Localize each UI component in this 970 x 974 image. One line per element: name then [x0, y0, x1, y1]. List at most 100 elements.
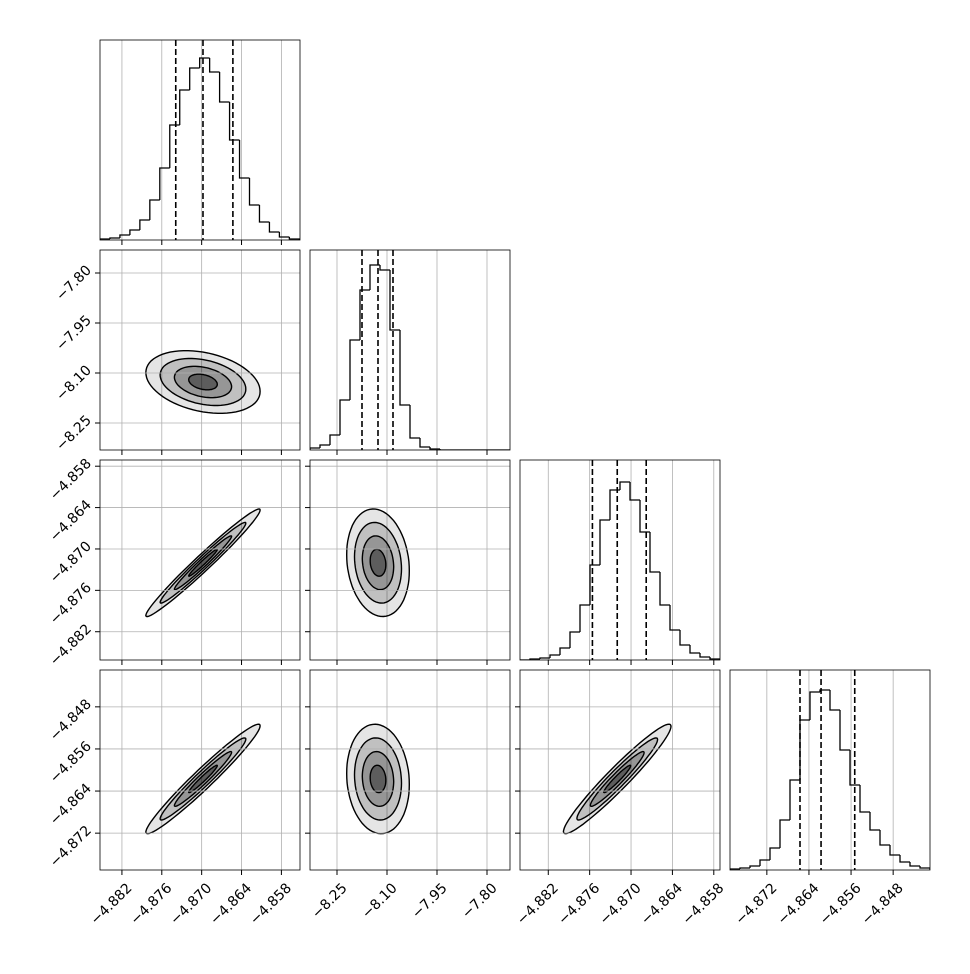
histogram-bin	[319, 444, 330, 448]
histogram-bin	[579, 604, 590, 632]
histogram-bin	[709, 657, 720, 660]
density-level	[187, 548, 219, 577]
y-tick-label: −7.95	[53, 313, 95, 355]
y-tick-label: −4.848	[47, 696, 95, 744]
x-tick-label: −4.876	[555, 880, 603, 928]
histogram-bin	[159, 167, 170, 200]
histogram-bin	[329, 434, 340, 445]
x-tick-label: −4.856	[817, 880, 865, 928]
histogram-bin	[569, 631, 580, 648]
density-level	[187, 764, 219, 794]
density-level	[173, 365, 233, 399]
histogram-bin	[549, 654, 560, 658]
histogram-bin	[359, 289, 370, 340]
histogram-bin	[829, 690, 840, 711]
histogram-bin	[439, 449, 450, 450]
density-contour	[145, 508, 261, 618]
y-tick-label: −4.870	[47, 538, 95, 586]
histogram-bin	[268, 222, 280, 233]
histogram-bin	[179, 89, 190, 125]
histogram-bin	[649, 532, 660, 573]
histogram-bin	[879, 830, 890, 846]
y-tick-label: −7.80	[53, 263, 95, 305]
histogram-bin	[779, 819, 790, 848]
x-tick-label: −8.10	[359, 880, 401, 922]
histogram-bin	[310, 447, 320, 450]
histogram-bin	[379, 265, 390, 271]
density-level	[159, 521, 247, 604]
histogram-bin	[278, 232, 290, 238]
histogram-bin	[909, 862, 920, 867]
histogram-bin	[849, 750, 860, 786]
panel	[145, 508, 261, 618]
histogram-bin	[258, 205, 270, 223]
x-tick-label: −4.848	[859, 880, 907, 928]
panel	[310, 250, 510, 450]
y-tick-label: −4.882	[47, 621, 95, 669]
y-tick-label: −8.10	[53, 363, 95, 405]
panel	[345, 508, 411, 618]
histogram-bin	[189, 67, 200, 90]
x-tick-label: −4.870	[597, 880, 645, 928]
histogram-bin	[589, 564, 600, 605]
density-level	[145, 350, 261, 414]
histogram-bin	[339, 399, 350, 435]
x-tick-label: −7.95	[409, 880, 451, 922]
histogram-bin	[899, 855, 910, 863]
histogram-bin	[859, 785, 870, 813]
panel	[345, 723, 411, 835]
density-level	[187, 373, 219, 391]
y-tick-label: −4.858	[47, 456, 95, 504]
panel	[100, 40, 300, 240]
histogram-bin	[288, 237, 300, 240]
histogram-bin	[238, 140, 250, 179]
density-contour	[562, 723, 672, 835]
histogram-bin	[789, 779, 800, 820]
x-tick-label: −4.864	[775, 880, 823, 928]
x-tick-label: −4.870	[167, 880, 215, 928]
histogram-bin	[659, 572, 670, 606]
panel-frame	[309, 249, 511, 451]
x-tick-label: −4.864	[638, 880, 686, 928]
panel-frame	[99, 459, 301, 661]
histogram-bin	[539, 657, 550, 659]
y-tick-label: −4.856	[47, 738, 95, 786]
panel-frame	[519, 669, 721, 871]
histogram-bin	[889, 845, 900, 856]
histogram-bin	[389, 270, 400, 331]
histogram-bin	[769, 847, 780, 860]
density-level	[603, 764, 632, 794]
histogram-bin	[369, 264, 380, 290]
histogram-bin	[679, 630, 690, 646]
panel-frame	[519, 459, 721, 661]
histogram-bin	[869, 812, 880, 831]
histogram-bin	[839, 710, 850, 751]
panel-frame	[309, 459, 511, 661]
histogram-bin	[739, 867, 750, 869]
panel	[730, 670, 930, 870]
panel-frame	[99, 39, 301, 241]
x-tick-label: −4.864	[207, 880, 255, 928]
density-level	[159, 737, 247, 821]
y-tick-label: −4.864	[47, 781, 95, 829]
x-tick-label: −4.882	[88, 880, 136, 928]
panel	[520, 460, 720, 660]
panel-frame	[99, 249, 301, 451]
histogram-bin	[429, 447, 440, 450]
density-level	[369, 548, 387, 577]
histogram-bin	[819, 689, 830, 692]
histogram-bin	[399, 330, 410, 406]
histogram-bin	[619, 481, 630, 490]
histogram-bin	[409, 405, 420, 439]
histogram-bin	[139, 219, 150, 230]
histogram-bin	[199, 57, 210, 68]
histogram-bin	[699, 653, 710, 658]
x-tick-label: −8.25	[309, 880, 351, 922]
panel	[145, 350, 261, 414]
histogram-bin	[419, 438, 430, 448]
x-tick-label: −4.872	[733, 880, 781, 928]
y-tick-label: −4.876	[47, 580, 95, 628]
density-level	[159, 357, 247, 407]
x-tick-label: −4.858	[247, 880, 295, 928]
